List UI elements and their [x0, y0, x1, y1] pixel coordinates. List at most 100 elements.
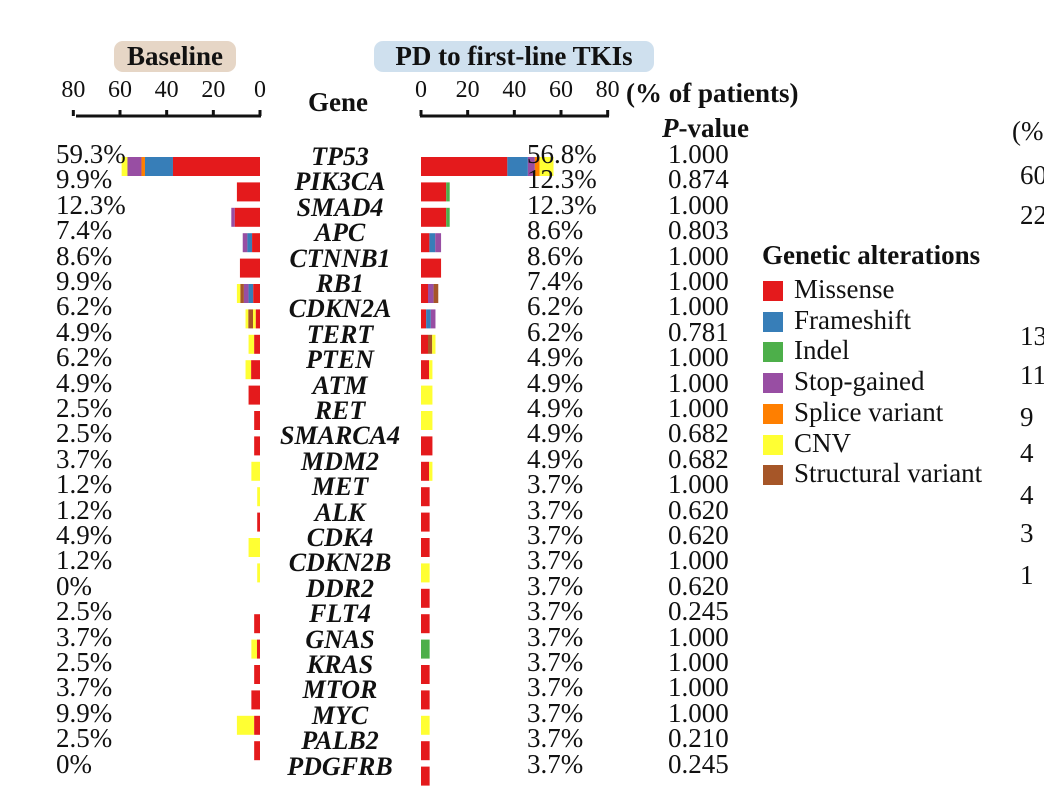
pd-bar-segment-missense [421, 233, 430, 253]
pd-bar-segment-missense [421, 741, 430, 761]
pd-percent-label: 4.9% [527, 443, 584, 474]
legend-title: Genetic alterations [762, 240, 981, 270]
gene-header: Gene [308, 87, 368, 117]
baseline-percent-label: 0% [56, 570, 92, 601]
right-column-value: 4 [1020, 480, 1034, 510]
p-value: 0.210 [668, 723, 729, 754]
p-value: 0.620 [668, 570, 729, 601]
baseline-percent-label: 1.2% [56, 494, 113, 525]
pd-percent-label: 8.6% [527, 215, 584, 246]
p-value: 1.000 [668, 672, 729, 703]
baseline-bar-segment-missense [254, 614, 260, 634]
legend-swatch [763, 342, 783, 363]
legend-label: Splice variant [794, 396, 944, 427]
p-value: 1.000 [668, 291, 729, 322]
pd-percent-label: 3.7% [527, 570, 584, 601]
pd-bar-segment-indel [446, 182, 450, 202]
baseline-bar-segment-stop-gained [242, 233, 248, 253]
pd-tick-label: 0 [415, 77, 427, 103]
baseline-bar-segment-missense [253, 284, 260, 303]
p-value: 0.781 [668, 316, 729, 347]
pd-tick-label: 80 [595, 77, 620, 103]
pd-bar-segment-cnv [539, 157, 554, 176]
right-column-value: 1 [1020, 560, 1034, 590]
p-value: 1.000 [668, 139, 729, 169]
baseline-percent-label: 2.5% [56, 723, 113, 754]
right-column-value: 22 [1020, 200, 1044, 230]
pd-bar-segment-cnv [421, 563, 430, 583]
baseline-percent-label: 0% [56, 748, 92, 779]
gene-name: TP53 [311, 142, 369, 171]
pd-bar-segment-missense [421, 360, 430, 380]
baseline-bar-segment-missense [251, 360, 260, 380]
legend-label: Frameshift [794, 304, 911, 335]
gene-name: ALK [314, 497, 366, 527]
pd-bar-segment-missense [421, 665, 430, 684]
p-value: 1.000 [668, 621, 729, 652]
baseline-panel-label: Baseline [114, 41, 236, 72]
pd-bar-segment-missense [421, 538, 430, 557]
baseline-percent-label: 59.3% [56, 139, 126, 169]
gene-name: RET [314, 396, 366, 425]
gene-name: MYC [311, 700, 369, 730]
legend-swatch [763, 434, 783, 455]
pd-bar-segment-missense [421, 588, 430, 608]
pd-percent-label: 6.2% [527, 316, 584, 347]
p-value: 1.000 [668, 647, 729, 677]
pd-bar-segment-missense [421, 512, 430, 532]
pd-percent-label: 6.2% [527, 291, 584, 322]
baseline-percent-label: 9.9% [56, 164, 113, 195]
p-value: 1.000 [668, 393, 729, 423]
baseline-percent-label: 2.5% [56, 393, 113, 423]
baseline-percent-label: 2.5% [56, 596, 113, 627]
baseline-bar-segment-frameshift [247, 233, 253, 253]
legend-swatch [763, 465, 783, 486]
baseline-percent-label: 8.6% [56, 240, 113, 271]
baseline-percent-label: 3.7% [56, 443, 113, 474]
p-value: 0.245 [668, 596, 729, 627]
baseline-tick-label: 0 [254, 77, 266, 103]
pd-percent-label: 7.4% [527, 266, 584, 296]
pd-percent-label: 3.7% [527, 520, 584, 550]
p-value: 0.682 [668, 443, 729, 474]
p-value: 1.000 [668, 545, 729, 576]
pd-bar-segment-missense [421, 461, 430, 481]
pd-bar-segment-cnv [421, 715, 430, 735]
pd-bar-segment-missense [421, 334, 428, 354]
gene-name: APC [314, 218, 366, 248]
baseline-bar-segment-structural-variant [248, 309, 253, 329]
gene-name: SMARCA4 [280, 421, 400, 451]
pd-panel-label: PD to first-line TKIs [374, 41, 654, 72]
baseline-bar-segment-missense [254, 436, 260, 456]
gene-name: FLT4 [309, 599, 371, 629]
right-column-header: (% [1012, 116, 1044, 146]
pd-bar-segment-missense [421, 284, 428, 303]
pd-percent-label: 3.7% [527, 748, 584, 779]
baseline-bar-segment-missense [254, 411, 260, 430]
baseline-bar-segment-cnv [251, 461, 260, 481]
gene-name: PTEN [306, 345, 374, 375]
p-value: 0.620 [668, 494, 729, 525]
right-column-value: 3 [1020, 518, 1034, 548]
pd-bar-segment-missense [421, 309, 427, 329]
gene-name: KRAS [306, 650, 374, 679]
legend-swatch [763, 373, 783, 394]
pvalue-header-rest: -value [678, 113, 750, 143]
pd-percent-label: 12.3% [527, 189, 597, 220]
baseline-bar-segment-missense [256, 639, 260, 659]
baseline-bar-segment-missense [254, 334, 260, 354]
pd-tick-label: 40 [502, 77, 527, 103]
baseline-bar-segment-cnv [248, 334, 255, 354]
pd-bar-segment-missense [421, 258, 442, 278]
pd-bar-segment-indel [421, 639, 430, 659]
baseline-percent-label: 3.7% [56, 672, 113, 703]
pd-bar-segment-structural-variant [428, 334, 433, 354]
baseline-tick-label: 20 [201, 77, 226, 103]
pd-bar-segment-cnv [421, 411, 433, 430]
baseline-bar-segment-missense [239, 258, 260, 278]
baseline-bar-segment-cnv [257, 487, 260, 507]
baseline-tick-label: 60 [108, 77, 132, 103]
baseline-bar-segment-cnv [257, 563, 260, 583]
legend-swatch [763, 311, 783, 332]
pvalue-header-p: P [662, 113, 679, 143]
